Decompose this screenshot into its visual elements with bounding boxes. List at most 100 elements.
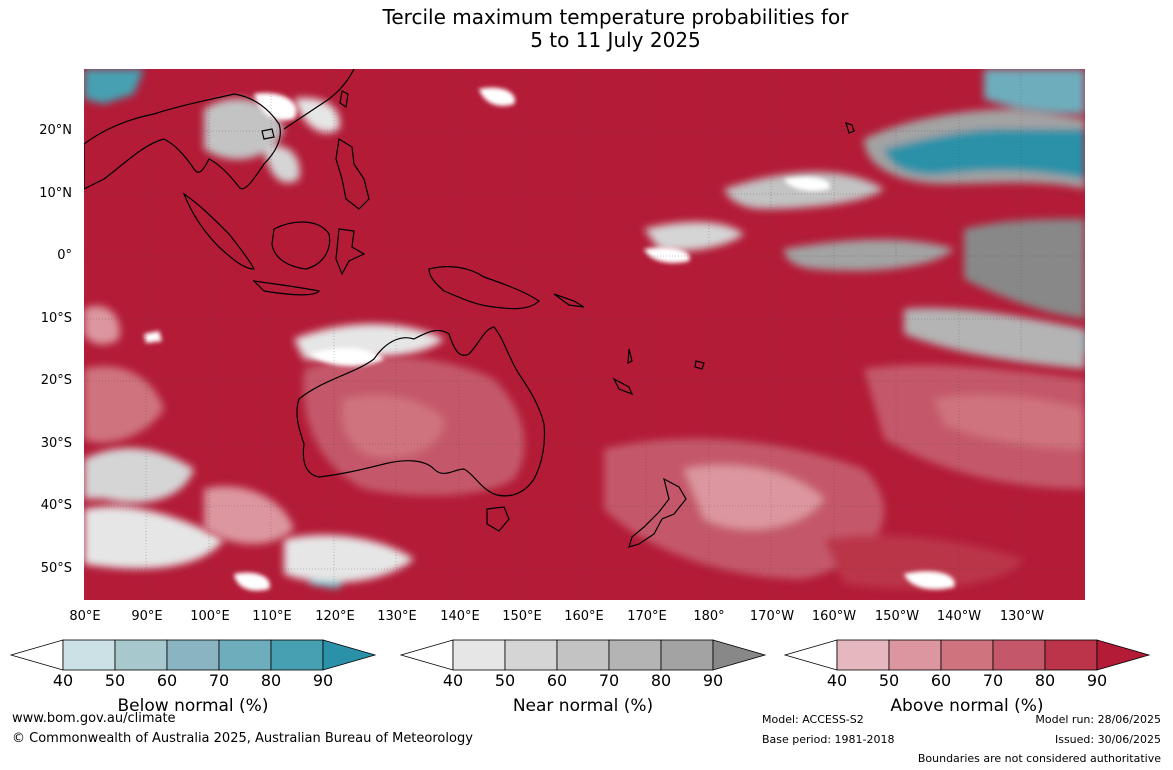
- website-link[interactable]: www.bom.gov.au/climate: [12, 711, 176, 726]
- china-coast-outline: [283, 69, 355, 130]
- mainland-asia-outline: [84, 93, 281, 190]
- sumatra-outline: [182, 192, 255, 270]
- colorbar-min-arrow: [400, 639, 454, 671]
- chart-title-line2: 5 to 11 July 2025: [530, 28, 701, 52]
- colorbar-below-normal: [10, 639, 377, 671]
- below-tick-70: 70: [208, 671, 230, 690]
- lat-label-0: 0°: [57, 248, 72, 263]
- sulawesi-outline: [335, 228, 366, 276]
- below-tick-90: 90: [312, 671, 334, 690]
- philippines-outline: [335, 138, 370, 210]
- near-tick-60: 60: [546, 671, 568, 690]
- lat-label-10n: 10°N: [39, 186, 72, 201]
- hainan-outline: [261, 128, 275, 140]
- above-tick-70: 70: [982, 671, 1004, 690]
- colorbar-near-normal: [400, 639, 767, 671]
- lon-label-120e: 120°E: [315, 609, 355, 624]
- below-tick-80: 80: [260, 671, 282, 690]
- colorbar-segment: [940, 639, 994, 671]
- colorbar-segment: [62, 639, 116, 671]
- issued-date: Issued: 30/06/2025: [1054, 733, 1161, 746]
- taiwan-outline: [339, 90, 349, 109]
- colorbar-segment: [270, 639, 324, 671]
- graticule: [84, 69, 1085, 600]
- lon-label-150w: 150°W: [874, 609, 920, 624]
- colorbar-segment: [608, 639, 662, 671]
- lon-label-150e: 150°E: [502, 609, 542, 624]
- near-tick-40: 40: [442, 671, 464, 690]
- near-tick-70: 70: [598, 671, 620, 690]
- copyright-notice: © Commonwealth of Australia 2025, Austra…: [12, 731, 473, 746]
- tasmania-outline: [486, 506, 510, 532]
- colorbar-max-arrow: [712, 639, 767, 671]
- lon-label-170w: 170°W: [749, 609, 795, 624]
- above-tick-50: 50: [878, 671, 900, 690]
- lat-label-10s: 10°S: [40, 311, 72, 326]
- above-tick-90: 90: [1086, 671, 1108, 690]
- lat-label-20s: 20°S: [40, 373, 72, 388]
- australia-outline: [296, 326, 546, 497]
- new-caledonia-outline: [612, 377, 634, 396]
- borneo-outline: [271, 221, 331, 270]
- colorbar-max-arrow: [1096, 639, 1151, 671]
- lat-label-20n: 20°N: [39, 123, 72, 138]
- lon-label-160e: 160°E: [564, 609, 604, 624]
- near-normal-regions: [84, 98, 1085, 583]
- colorbar-segment: [836, 639, 890, 671]
- colorbar-min-arrow: [784, 639, 838, 671]
- near-tick-90: 90: [702, 671, 724, 690]
- lat-label-50s: 50°S: [40, 561, 72, 576]
- colorbar-segment: [660, 639, 714, 671]
- model-run-date: Model run: 28/06/2025: [1035, 713, 1161, 726]
- colorbar-segment: [166, 639, 220, 671]
- lon-label-110e: 110°E: [252, 609, 292, 624]
- fiji-outline: [694, 360, 705, 370]
- chart-title-line1: Tercile maximum temperature probabilitie…: [382, 5, 849, 29]
- model-name: Model: ACCESS-S2: [762, 713, 864, 726]
- above-tick-40: 40: [826, 671, 848, 690]
- colorbar-segment: [504, 639, 558, 671]
- probability-map: [84, 69, 1085, 600]
- colorbar-min-arrow: [10, 639, 64, 671]
- near-tick-80: 80: [650, 671, 672, 690]
- above-normal-moderate-regions: [84, 305, 1085, 589]
- java-outline: [252, 280, 321, 296]
- lon-label-90e: 90°E: [131, 609, 163, 624]
- above-tick-60: 60: [930, 671, 952, 690]
- colorbar-segment: [992, 639, 1046, 671]
- base-period: Base period: 1981-2018: [762, 733, 895, 746]
- colorbar-above-normal: [784, 639, 1151, 671]
- low-probability-spots: [144, 87, 955, 591]
- legend-title-near-normal: Near normal (%): [512, 696, 654, 716]
- lat-label-40s: 40°S: [40, 498, 72, 513]
- lon-label-80e: 80°E: [69, 609, 101, 624]
- coastlines: [84, 69, 855, 548]
- below-tick-50: 50: [104, 671, 126, 690]
- lon-label-100e: 100°E: [190, 609, 230, 624]
- below-tick-60: 60: [156, 671, 178, 690]
- colorbar-segment: [1044, 639, 1098, 671]
- lon-label-170e: 170°E: [627, 609, 667, 624]
- lon-label-180: 180°: [693, 609, 725, 624]
- near-tick-50: 50: [494, 671, 516, 690]
- legend-title-above-normal: Above normal (%): [890, 696, 1044, 716]
- lon-label-130w: 130°W: [999, 609, 1045, 624]
- vanuatu-outline: [627, 348, 633, 365]
- below-tick-40: 40: [52, 671, 74, 690]
- colorbar-segment: [888, 639, 942, 671]
- colorbar-segment: [218, 639, 272, 671]
- colorbar-segment: [452, 639, 506, 671]
- lon-label-140e: 140°E: [440, 609, 480, 624]
- new-guinea-outline: [428, 266, 540, 310]
- legend-title-below-normal: Below normal (%): [117, 696, 269, 716]
- new-zealand-outline: [628, 477, 687, 548]
- above-tick-80: 80: [1034, 671, 1056, 690]
- boundary-disclaimer: Boundaries are not considered authoritat…: [917, 752, 1161, 765]
- colorbar-max-arrow: [322, 639, 377, 671]
- lat-label-30s: 30°S: [40, 436, 72, 451]
- lon-label-160w: 160°W: [811, 609, 857, 624]
- hawaii-outline: [845, 122, 855, 134]
- colorbar-segment: [556, 639, 610, 671]
- lon-label-140w: 140°W: [936, 609, 982, 624]
- colorbar-segment: [114, 639, 168, 671]
